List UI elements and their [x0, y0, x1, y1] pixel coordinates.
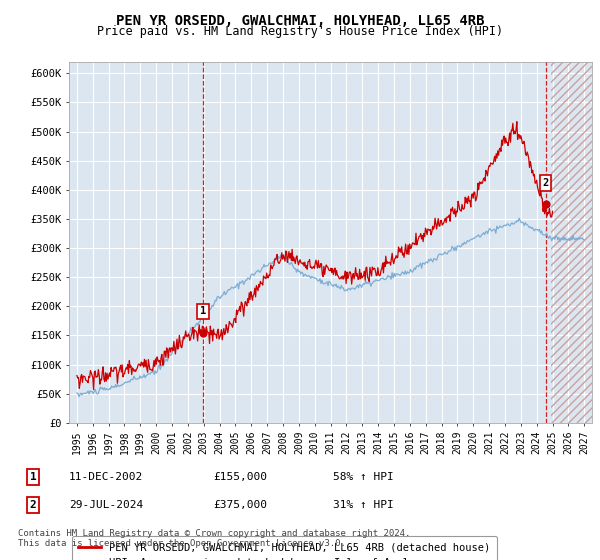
Text: 31% ↑ HPI: 31% ↑ HPI: [333, 500, 394, 510]
Bar: [551, 62, 592, 423]
Text: Contains HM Land Registry data © Crown copyright and database right 2024.
This d: Contains HM Land Registry data © Crown c…: [18, 529, 410, 548]
Text: 1: 1: [200, 306, 206, 316]
Text: 2: 2: [542, 178, 549, 188]
Text: 1: 1: [29, 472, 37, 482]
Text: PEN YR ORSEDD, GWALCHMAI, HOLYHEAD, LL65 4RB: PEN YR ORSEDD, GWALCHMAI, HOLYHEAD, LL65…: [116, 14, 484, 28]
Text: £155,000: £155,000: [213, 472, 267, 482]
Text: Price paid vs. HM Land Registry's House Price Index (HPI): Price paid vs. HM Land Registry's House …: [97, 25, 503, 38]
Legend: PEN YR ORSEDD, GWALCHMAI, HOLYHEAD, LL65 4RB (detached house), HPI: Average pric: PEN YR ORSEDD, GWALCHMAI, HOLYHEAD, LL65…: [71, 536, 497, 560]
Text: 2: 2: [29, 500, 37, 510]
Text: £375,000: £375,000: [213, 500, 267, 510]
Text: 11-DEC-2002: 11-DEC-2002: [69, 472, 143, 482]
Text: 29-JUL-2024: 29-JUL-2024: [69, 500, 143, 510]
Point: [541, 200, 551, 209]
Point: [198, 328, 208, 337]
Text: 58% ↑ HPI: 58% ↑ HPI: [333, 472, 394, 482]
